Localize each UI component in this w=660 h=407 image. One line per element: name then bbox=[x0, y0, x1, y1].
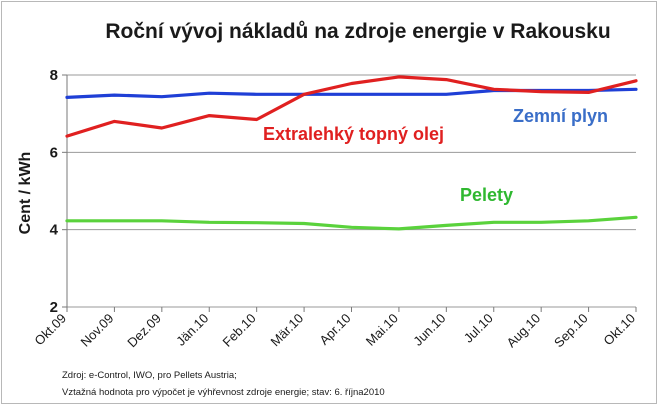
x-tick-label-9: Jul.10 bbox=[461, 311, 496, 346]
x-tick-label-12: Okt.10 bbox=[600, 311, 638, 349]
source-line-1: Zdroj: e-Control, IWO, pro Pellets Austr… bbox=[62, 370, 237, 381]
y-tick-label-4: 4 bbox=[50, 222, 59, 239]
y-tick-label-6: 6 bbox=[50, 144, 58, 161]
series-label-0: Zemní plyn bbox=[513, 106, 608, 126]
series-lines bbox=[65, 75, 638, 231]
x-tick-label-3: Jän.10 bbox=[173, 311, 211, 349]
x-tick-label-6: Apr.10 bbox=[316, 311, 353, 348]
series-label-1: Extralehký topný olej bbox=[263, 124, 444, 144]
source-line-2: Vztažná hodnota pro výpočet je výhřevnos… bbox=[62, 387, 385, 398]
series-label-2: Pelety bbox=[460, 185, 513, 205]
x-axis-ticks: Okt.09 Nov.09 Dez.09 Jän.10 Feb.10 Mär.10 Apr.… bbox=[31, 311, 638, 351]
x-tick-label-0: Okt.09 bbox=[31, 311, 69, 349]
y-tick-label-8: 8 bbox=[50, 67, 58, 84]
x-tick-label-2: Dez.09 bbox=[124, 311, 164, 351]
x-tick-label-1: Nov.09 bbox=[77, 311, 116, 350]
series-line-1 bbox=[65, 75, 638, 138]
y-axis-ticks: 2 4 6 8 bbox=[50, 67, 59, 316]
x-tick-label-7: Mai.10 bbox=[363, 311, 401, 349]
x-tick-label-11: Sep.10 bbox=[551, 311, 591, 351]
y-axis-label: Cent / kWh bbox=[17, 152, 34, 235]
y-tick-label-2: 2 bbox=[50, 299, 58, 316]
grid bbox=[62, 74, 637, 312]
x-tick-label-8: Jun.10 bbox=[410, 311, 448, 349]
x-tick-label-4: Feb.10 bbox=[220, 311, 259, 350]
x-tick-label-5: Mär.10 bbox=[267, 311, 306, 350]
x-tick-label-10: Aug.10 bbox=[504, 311, 544, 351]
series-line-2 bbox=[65, 215, 638, 231]
chart-title: Roční vývoj nákladů na zdroje energie v … bbox=[105, 20, 610, 43]
series-labels: Zemní plyn Extralehký topný olej Pelety bbox=[263, 106, 608, 205]
